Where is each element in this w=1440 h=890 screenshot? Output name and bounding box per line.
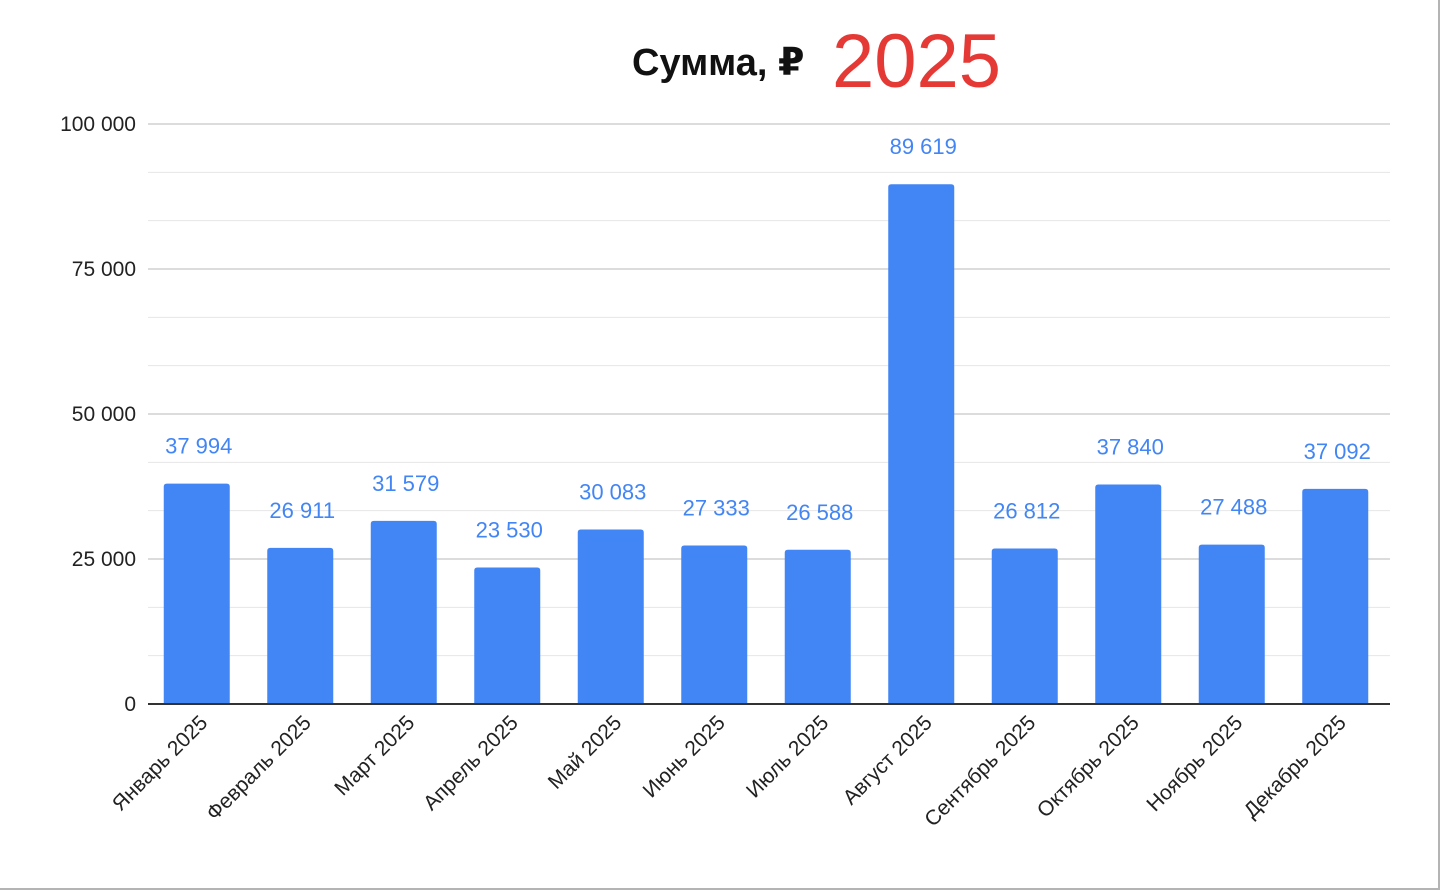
x-tick-label: Июнь 2025 <box>639 711 730 802</box>
bar <box>163 483 230 704</box>
bar <box>370 520 437 704</box>
chart-title-year: 2025 <box>832 19 1002 104</box>
x-tick-label: Январь 2025 <box>108 711 212 815</box>
x-tick-label: Март 2025 <box>330 711 419 800</box>
x-tick-label: Февраль 2025 <box>202 711 316 825</box>
data-label: 23 530 <box>476 518 543 543</box>
bar <box>1302 488 1369 704</box>
data-label: 37 092 <box>1304 439 1371 464</box>
chart-title: Сумма, ₽ <box>632 42 805 84</box>
bar <box>474 567 541 704</box>
y-tick-label: 75 000 <box>72 258 136 281</box>
data-label: 37 994 <box>165 434 232 459</box>
data-label: 26 812 <box>993 498 1060 523</box>
x-tick-label: Сентябрь 2025 <box>920 711 1040 831</box>
x-tick-label: Декабрь 2025 <box>1239 711 1350 822</box>
x-tick-label: Май 2025 <box>544 711 627 794</box>
bar <box>991 548 1058 704</box>
bar <box>1198 544 1265 704</box>
data-label: 26 588 <box>786 500 853 525</box>
data-label: 30 083 <box>579 480 646 505</box>
bar <box>577 529 644 704</box>
x-tick-label: Июль 2025 <box>742 711 833 802</box>
data-label: 27 333 <box>683 495 750 520</box>
data-label: 26 911 <box>269 498 335 523</box>
y-tick-label: 0 <box>124 693 136 716</box>
data-label: 37 840 <box>1097 435 1164 460</box>
y-tick-label: 50 000 <box>72 403 136 426</box>
bar <box>267 547 334 704</box>
x-tick-label: Ноябрь 2025 <box>1142 711 1247 816</box>
bar <box>784 549 851 704</box>
data-label: 27 488 <box>1200 495 1267 520</box>
bar <box>681 545 748 704</box>
data-label: 89 619 <box>890 134 957 159</box>
data-label: 31 579 <box>372 471 439 496</box>
y-tick-label: 100 000 <box>60 113 136 136</box>
bar <box>888 184 955 705</box>
bar <box>1095 484 1162 704</box>
x-tick-label: Апрель 2025 <box>419 711 523 815</box>
y-tick-label: 25 000 <box>72 548 136 571</box>
x-tick-label: Август 2025 <box>839 711 937 809</box>
x-tick-label: Октябрь 2025 <box>1033 711 1144 822</box>
